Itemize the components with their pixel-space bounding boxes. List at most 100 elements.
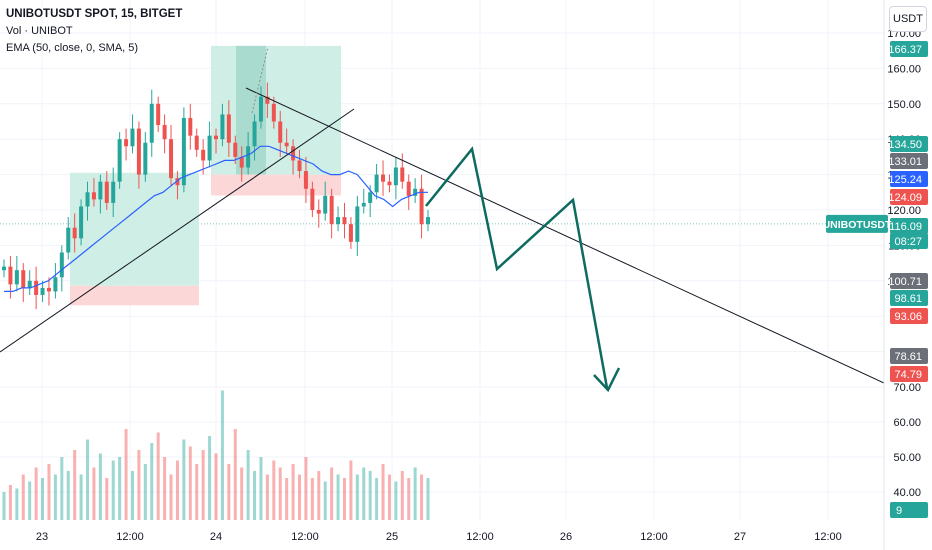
time-tick-label: 12:00 bbox=[116, 531, 144, 543]
price-badge-label: 98.61 bbox=[894, 293, 922, 305]
volume-bar bbox=[79, 474, 83, 520]
candle-body bbox=[426, 217, 430, 225]
volume-bar bbox=[336, 474, 340, 520]
candle-body bbox=[239, 156, 244, 168]
time-axis: 23 12:00 24 12:00 25 12:00 26 12:00 27 12:00 bbox=[36, 531, 842, 543]
time-tick-label: 23 bbox=[36, 531, 48, 543]
volume-bar bbox=[98, 453, 102, 520]
candle-body bbox=[419, 188, 424, 225]
candle-body bbox=[194, 135, 199, 150]
candle-body bbox=[117, 139, 122, 182]
drawings bbox=[0, 46, 885, 393]
volume-bar bbox=[291, 464, 295, 520]
candle-body bbox=[66, 227, 71, 253]
volume-bar bbox=[150, 443, 154, 520]
candle-body bbox=[336, 217, 341, 225]
candle-body bbox=[368, 192, 373, 203]
volume-bar bbox=[111, 460, 115, 520]
candle-body bbox=[413, 188, 418, 196]
volume-bar bbox=[86, 439, 90, 520]
price-badge bbox=[890, 233, 928, 249]
volume-bar bbox=[233, 429, 237, 520]
candle-body bbox=[246, 146, 251, 168]
time-tick-label: 25 bbox=[386, 531, 398, 543]
candle-body bbox=[2, 266, 6, 271]
candle-body bbox=[124, 139, 129, 147]
candle-body bbox=[188, 117, 193, 136]
long-position-stop-zone bbox=[70, 285, 199, 306]
volume-bar bbox=[317, 471, 321, 520]
candle-body bbox=[226, 114, 231, 143]
volume-bar bbox=[41, 478, 45, 520]
time-tick-label: 12:00 bbox=[640, 531, 668, 543]
price-badge bbox=[890, 189, 928, 205]
volume-bar bbox=[426, 478, 430, 520]
price-badge bbox=[890, 348, 928, 364]
volume-bar bbox=[28, 481, 32, 520]
candle-body bbox=[233, 142, 238, 157]
volume-bar bbox=[349, 460, 353, 520]
time-tick-label: 24 bbox=[210, 531, 222, 543]
candle-body bbox=[21, 270, 26, 288]
candle-body bbox=[40, 287, 45, 295]
volume-bar bbox=[400, 471, 404, 520]
volume-bars bbox=[2, 390, 430, 520]
volume-bar bbox=[201, 450, 205, 520]
volume-indicator-label[interactable]: Vol · UNIBOT bbox=[6, 25, 73, 37]
price-badge-label: 100.71 bbox=[888, 276, 922, 288]
price-badge-label: 124.09 bbox=[888, 192, 922, 204]
volume-bar bbox=[8, 485, 12, 520]
dashed-guide bbox=[251, 46, 269, 114]
downtrend-line bbox=[245, 87, 885, 384]
currency-selector[interactable]: USDT bbox=[889, 6, 927, 32]
candle-body bbox=[169, 139, 174, 179]
time-tick-label: 26 bbox=[560, 531, 572, 543]
volume-bar bbox=[310, 478, 314, 520]
time-tick-label: 12:00 bbox=[291, 531, 319, 543]
price-badge-label: 166.37 bbox=[888, 44, 922, 56]
candle-body bbox=[130, 128, 135, 147]
volume-bar bbox=[387, 474, 391, 520]
candle-body bbox=[143, 142, 148, 175]
candle-body bbox=[34, 280, 39, 295]
price-tick-label: 60.00 bbox=[893, 417, 921, 429]
price-badge bbox=[890, 290, 928, 306]
price-tick-label: 40.00 bbox=[893, 487, 921, 499]
long-position-stop-zone-2 bbox=[211, 174, 341, 196]
candle-body bbox=[258, 96, 263, 122]
volume-bar bbox=[323, 481, 327, 520]
candle-body bbox=[374, 174, 379, 193]
volume-bar bbox=[220, 390, 224, 520]
symbol-price-tag bbox=[826, 214, 888, 233]
candle-body bbox=[214, 135, 218, 140]
volume-bar bbox=[265, 474, 269, 520]
candle-body bbox=[14, 270, 19, 285]
price-tick-label: 120.00 bbox=[887, 205, 921, 217]
long-position-target-zone-2 bbox=[211, 45, 341, 175]
price-badge bbox=[890, 153, 928, 169]
symbol-title[interactable]: UNIBOTUSDT SPOT, 15, BITGET bbox=[6, 8, 183, 20]
candle-body bbox=[98, 181, 103, 200]
price-tick-label: 150.00 bbox=[887, 99, 921, 111]
candle-body bbox=[149, 103, 154, 143]
volume-bar bbox=[182, 439, 186, 520]
volume-bar bbox=[66, 471, 70, 520]
volume-bar bbox=[143, 464, 147, 520]
volume-bar bbox=[272, 460, 276, 520]
volume-bar bbox=[73, 450, 77, 520]
candle-body bbox=[400, 167, 405, 182]
candle-body bbox=[310, 188, 315, 210]
candle-body bbox=[53, 277, 58, 292]
price-badge bbox=[890, 366, 928, 382]
volume-bar bbox=[375, 478, 379, 520]
ema-indicator-label[interactable]: EMA (50, close, 0, SMA, 5) bbox=[6, 42, 139, 54]
volume-bar bbox=[298, 474, 302, 520]
volume-bar bbox=[342, 478, 346, 520]
volume-bar bbox=[368, 471, 372, 520]
candle-body bbox=[156, 103, 161, 126]
candle-body bbox=[348, 224, 353, 242]
volume-bar bbox=[240, 467, 244, 520]
volume-bar bbox=[304, 457, 308, 520]
volume-bar bbox=[381, 464, 385, 520]
